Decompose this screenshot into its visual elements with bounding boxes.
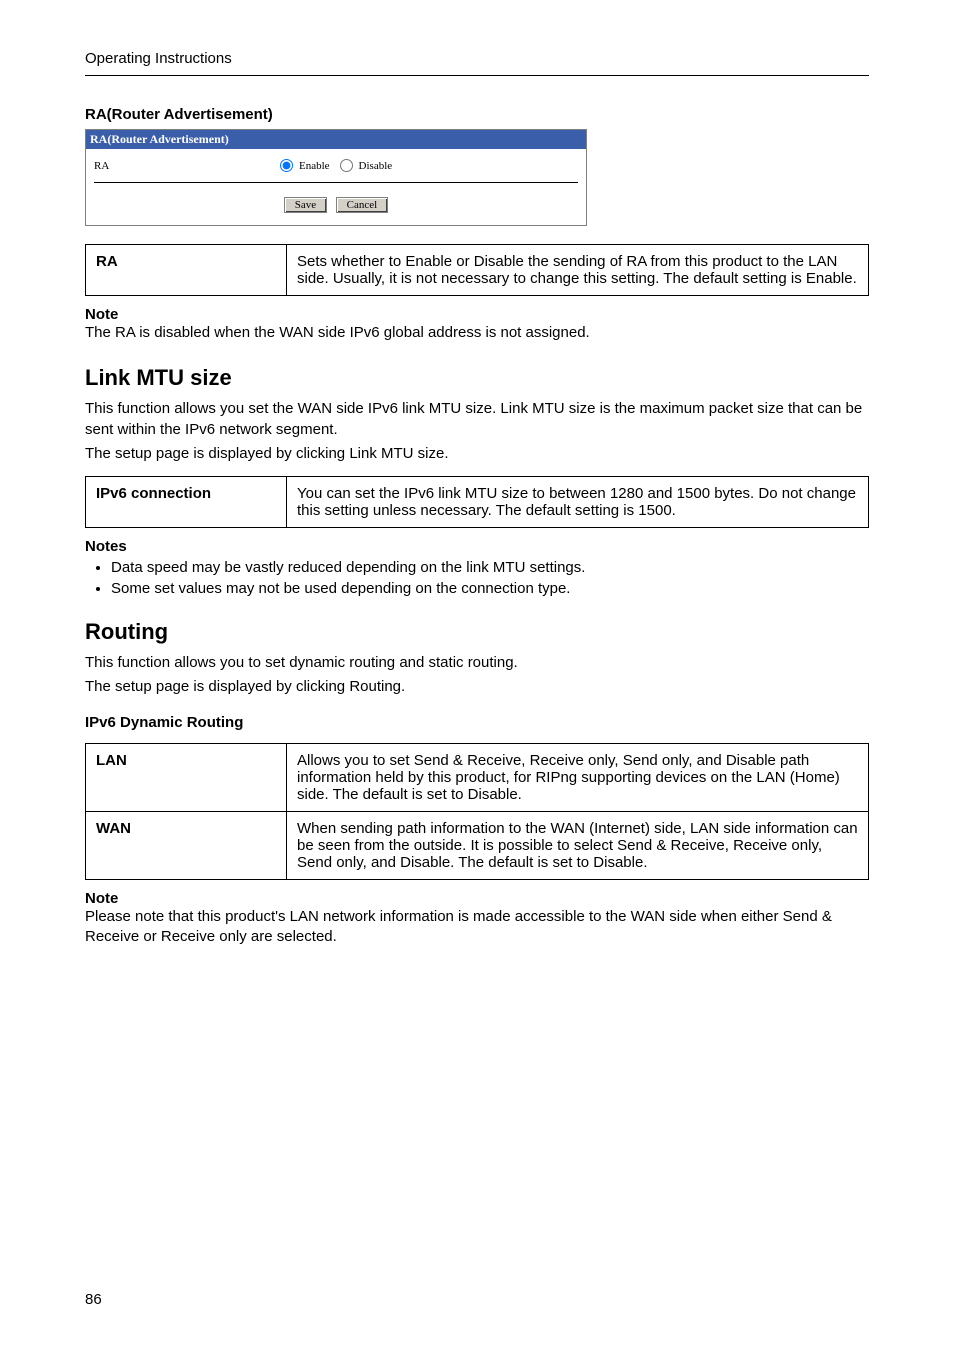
- routing-sub-heading: IPv6 Dynamic Routing: [85, 714, 869, 731]
- routing-note-label: Note: [85, 890, 869, 907]
- ra-enable-label: Enable: [299, 160, 330, 172]
- page-number: 86: [85, 1291, 102, 1308]
- header-rule: [85, 75, 869, 76]
- table-row: RA Sets whether to Enable or Disable the…: [86, 245, 869, 296]
- mtu-heading: Link MTU size: [85, 365, 869, 391]
- routing-lan-label: LAN: [86, 743, 287, 811]
- mtu-desc-table: IPv6 connection You can set the IPv6 lin…: [85, 476, 869, 528]
- page-header: Operating Instructions: [85, 50, 869, 67]
- cancel-button[interactable]: Cancel: [336, 197, 389, 213]
- ra-desc-table: RA Sets whether to Enable or Disable the…: [85, 244, 869, 296]
- routing-heading: Routing: [85, 619, 869, 645]
- ra-radio-group: Enable Disable: [274, 159, 392, 172]
- table-row: IPv6 connection You can set the IPv6 lin…: [86, 477, 869, 528]
- mtu-notes-list: Data speed may be vastly reduced dependi…: [85, 559, 869, 597]
- ra-table-label: RA: [86, 245, 287, 296]
- mtu-table-label: IPv6 connection: [86, 477, 287, 528]
- ra-panel-row: RA Enable Disable: [86, 149, 586, 182]
- routing-para1: This function allows you to set dynamic …: [85, 653, 869, 673]
- table-row: LAN Allows you to set Send & Receive, Re…: [86, 743, 869, 811]
- routing-wan-desc: When sending path information to the WAN…: [287, 811, 869, 879]
- ra-disable-label: Disable: [359, 160, 393, 172]
- mtu-para1: This function allows you set the WAN sid…: [85, 399, 869, 440]
- ra-disable-radio[interactable]: [340, 159, 353, 172]
- ra-note-label: Note: [85, 306, 869, 323]
- ra-enable-radio[interactable]: [280, 159, 293, 172]
- ra-heading: RA(Router Advertisement): [85, 106, 869, 123]
- ra-panel-header: RA(Router Advertisement): [86, 130, 586, 149]
- list-item: Some set values may not be used dependin…: [111, 580, 869, 597]
- routing-wan-label: WAN: [86, 811, 287, 879]
- ra-table-desc: Sets whether to Enable or Disable the se…: [287, 245, 869, 296]
- save-button[interactable]: Save: [284, 197, 327, 213]
- list-item: Data speed may be vastly reduced dependi…: [111, 559, 869, 576]
- ra-panel: RA(Router Advertisement) RA Enable Disab…: [85, 129, 587, 226]
- mtu-para2: The setup page is displayed by clicking …: [85, 444, 869, 464]
- routing-lan-desc: Allows you to set Send & Receive, Receiv…: [287, 743, 869, 811]
- routing-desc-table: LAN Allows you to set Send & Receive, Re…: [85, 743, 869, 880]
- mtu-notes-label: Notes: [85, 538, 869, 555]
- mtu-table-desc: You can set the IPv6 link MTU size to be…: [287, 477, 869, 528]
- panel-button-row: Save Cancel: [86, 183, 586, 225]
- ra-note-text: The RA is disabled when the WAN side IPv…: [85, 323, 869, 343]
- routing-note-text: Please note that this product's LAN netw…: [85, 907, 869, 948]
- ra-panel-row-label: RA: [94, 160, 274, 172]
- routing-para2: The setup page is displayed by clicking …: [85, 677, 869, 697]
- table-row: WAN When sending path information to the…: [86, 811, 869, 879]
